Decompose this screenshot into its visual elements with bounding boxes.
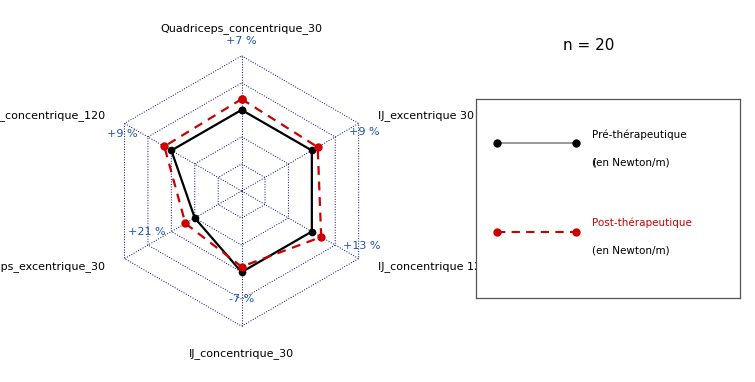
- Text: Quadriceps_concentrique_30: Quadriceps_concentrique_30: [161, 23, 322, 34]
- Text: Quadriceps_concentrique_120: Quadriceps_concentrique_120: [0, 110, 105, 121]
- Text: n = 20: n = 20: [563, 38, 615, 53]
- Text: -7 %: -7 %: [229, 294, 254, 304]
- Text: +9 %: +9 %: [349, 127, 380, 137]
- Text: Quadriceps_excentrique_30: Quadriceps_excentrique_30: [0, 261, 105, 272]
- Text: (en Newton/m): (en Newton/m): [592, 245, 670, 255]
- Text: IJ_concentrique 120: IJ_concentrique 120: [378, 261, 488, 272]
- Text: Post-thérapeutique: Post-thérapeutique: [592, 217, 692, 228]
- Text: (: (: [592, 158, 596, 168]
- Text: +13 %: +13 %: [343, 241, 381, 251]
- Text: +7 %: +7 %: [226, 36, 257, 46]
- Text: IJ_concentrique_30: IJ_concentrique_30: [189, 348, 294, 359]
- Text: +9 %: +9 %: [107, 129, 138, 139]
- Text: IJ_excentrique 30: IJ_excentrique 30: [378, 110, 474, 121]
- Text: Pré-thérapeutique: Pré-thérapeutique: [592, 130, 686, 140]
- Text: +21 %: +21 %: [128, 227, 166, 236]
- Text: (en Newton/m): (en Newton/m): [592, 158, 670, 168]
